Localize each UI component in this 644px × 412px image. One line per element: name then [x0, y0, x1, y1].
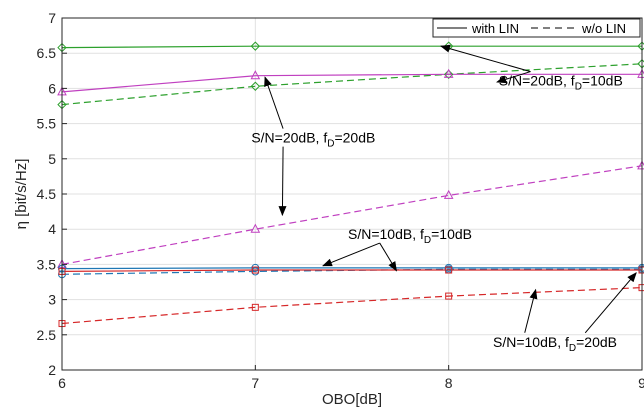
legend-label-wo-lin: w/o LIN — [581, 21, 626, 36]
diamond-marker — [443, 69, 454, 80]
y-tick-label: 6 — [48, 80, 56, 96]
y-tick-label: 4 — [48, 221, 56, 237]
y-tick-label: 5 — [48, 151, 56, 167]
y-tick-label: 5.5 — [37, 116, 57, 132]
annotation-arrow — [379, 242, 397, 272]
legend-label-with-lin: with LIN — [471, 21, 519, 36]
y-tick-label: 3 — [48, 292, 56, 308]
y-tick-label: 2.5 — [37, 327, 57, 343]
triangle-marker — [250, 70, 261, 80]
diamond-marker — [250, 41, 261, 51]
legend: with LIN w/o LIN — [432, 18, 641, 38]
x-tick-label: 9 — [638, 375, 644, 391]
square-marker — [445, 292, 453, 300]
series-line-7 — [61, 287, 643, 325]
annotation-arrow — [439, 44, 531, 73]
triangle-marker — [443, 189, 454, 199]
annotation-label: S/N=20dB, fD=10dB — [499, 73, 623, 93]
annotation-label: S/N=20dB, fD=20dB — [251, 130, 375, 150]
x-tick-label: 6 — [58, 375, 66, 391]
square-marker — [251, 266, 259, 274]
annotation-label: S/N=10dB, fD=10dB — [348, 226, 472, 246]
series-line-3 — [61, 165, 643, 265]
triangle-marker — [250, 223, 261, 233]
annotation-arrow — [584, 272, 637, 334]
y-tick-label: 3.5 — [37, 256, 57, 272]
x-tick-label: 7 — [251, 375, 259, 391]
y-tick-label: 4.5 — [37, 186, 57, 202]
y-axis-title: η [bit/s/Hz] — [13, 159, 30, 230]
series-line-4 — [61, 267, 642, 270]
series-line-0 — [61, 45, 642, 49]
y-tick-label: 6.5 — [37, 45, 57, 61]
series-line-6 — [61, 269, 642, 272]
annotation-label: S/N=10dB, fD=20dB — [493, 334, 617, 354]
square-marker — [251, 303, 259, 311]
x-axis-title: OBO[dB] — [322, 391, 382, 408]
annotation-arrow — [322, 242, 380, 267]
series-line-2 — [61, 73, 642, 93]
series-line-1 — [61, 63, 643, 106]
square-marker — [445, 266, 453, 274]
y-tick-label: 2 — [48, 362, 56, 378]
triangle-marker — [443, 68, 454, 78]
annotation-arrow — [524, 288, 538, 333]
annotation-arrow — [278, 146, 287, 217]
tick-labels: 2 2.5 3 3.5 4 4.5 5 5.5 6 6.5 7 6 7 8 9 — [37, 10, 644, 391]
series-lines — [61, 45, 643, 325]
y-tick-label: 7 — [48, 10, 56, 26]
annotation-arrow — [264, 76, 284, 129]
annotations: S/N=20dB, fD=10dB S/N=20dB, fD=20dB S/N=10… — [251, 44, 637, 354]
x-tick-label: 8 — [445, 375, 453, 391]
ticks — [61, 17, 643, 371]
annotation-arrow — [496, 71, 531, 84]
diamond-marker — [250, 81, 261, 91]
